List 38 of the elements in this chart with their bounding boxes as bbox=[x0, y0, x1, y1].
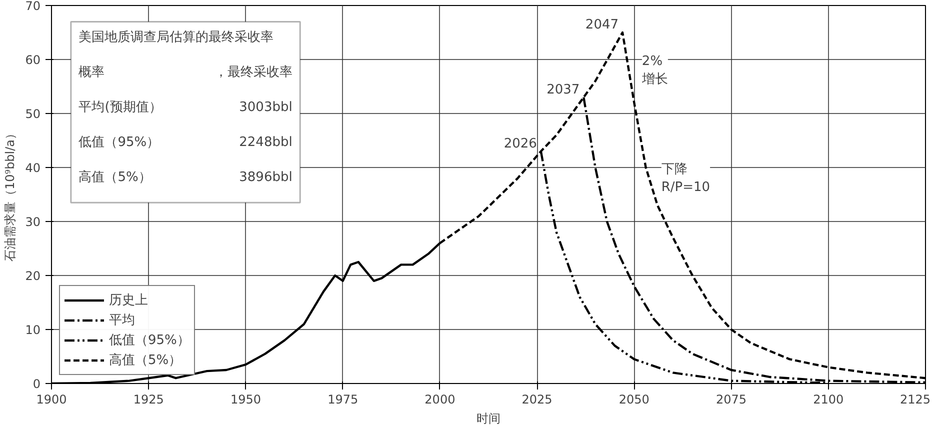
y-tick-label: 20 bbox=[25, 269, 41, 283]
legend-label: 平均 bbox=[109, 312, 135, 329]
y-tick-label: 30 bbox=[25, 215, 41, 229]
x-tick-label: 1975 bbox=[328, 392, 358, 406]
x-axis-title: 时间 bbox=[476, 412, 500, 426]
y-tick-label: 70 bbox=[25, 0, 41, 13]
annotation: 2% 增长 bbox=[640, 54, 668, 88]
annotation: 2037 bbox=[546, 82, 580, 98]
y-tick-label: 10 bbox=[25, 323, 41, 337]
x-tick-label: 2125 bbox=[900, 392, 931, 406]
annotation: 2026 bbox=[504, 136, 537, 152]
x-tick-label: 1950 bbox=[230, 392, 261, 406]
legend-label: 低值（95%） bbox=[109, 332, 190, 349]
annotation: ，最终采收率 bbox=[214, 64, 292, 80]
y-tick-label: 60 bbox=[25, 53, 41, 67]
legend-label: 历史上 bbox=[109, 292, 148, 309]
annotation: 概率 bbox=[78, 64, 105, 80]
x-tick-label: 2050 bbox=[618, 392, 650, 406]
x-tick-label: 1900 bbox=[36, 392, 67, 406]
legend-label: 高值（5%） bbox=[109, 352, 182, 369]
annotation: 3896bbl bbox=[239, 170, 292, 186]
x-tick-label: 2075 bbox=[716, 392, 747, 406]
annotation: 2248bbl bbox=[239, 135, 292, 150]
annotation: 3003bbl bbox=[239, 100, 292, 115]
x-tick-label: 2000 bbox=[424, 392, 456, 406]
y-tick-label: 0 bbox=[32, 377, 41, 391]
x-tick-label: 2100 bbox=[813, 392, 844, 406]
annotation: 平均(预期值） bbox=[78, 100, 162, 115]
annotation: 低值（95%） bbox=[78, 135, 160, 150]
annotation: 下降 R/P=10 bbox=[661, 162, 710, 196]
annotation: 美国地质调查局估算的最终采收率 bbox=[78, 28, 274, 45]
y-tick-label: 50 bbox=[25, 107, 41, 121]
annotation: 高值（5%） bbox=[78, 169, 152, 186]
y-axis-title: 石油需求量（10⁹bbl/a） bbox=[3, 127, 18, 262]
x-tick-label: 1925 bbox=[133, 392, 164, 406]
y-tick-label: 40 bbox=[25, 161, 41, 175]
x-tick-label: 2025 bbox=[522, 392, 552, 406]
annotation: 2047 bbox=[585, 18, 619, 32]
